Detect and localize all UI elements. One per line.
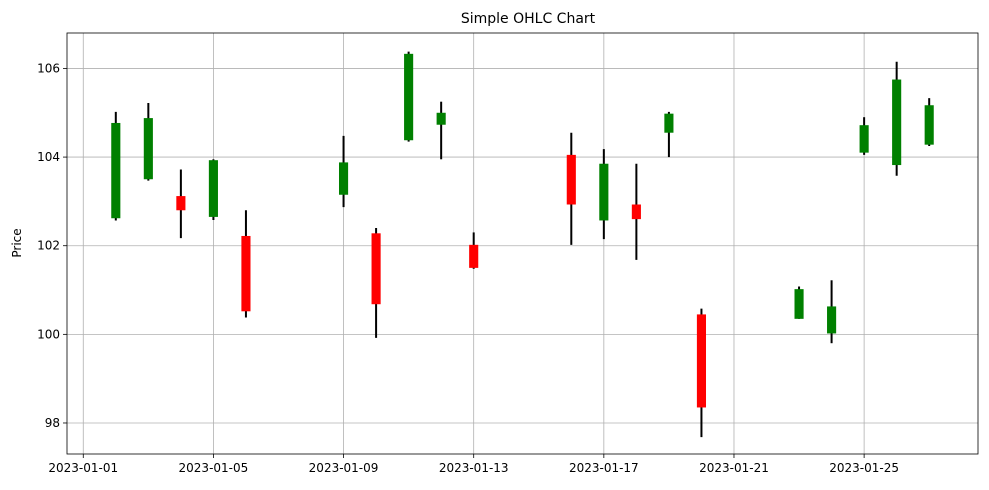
candle-2023-01-06 [241,210,251,318]
candle-2023-01-26 [892,61,902,176]
x-tick-label: 2023-01-17 [569,461,639,475]
y-tick-label: 98 [45,416,60,430]
candle-2023-01-12 [436,101,446,160]
y-tick-label: 106 [37,61,60,75]
candle-2023-01-03 [143,103,153,181]
candle-2023-01-09 [338,135,349,208]
x-tick-label: 2023-01-09 [309,461,379,475]
candle-body [241,235,251,312]
candle-2023-01-27 [924,98,934,147]
candle-2023-01-11 [404,51,414,142]
candle-2023-01-23 [794,286,804,319]
candle-body [143,118,153,180]
candle-2023-01-19 [664,111,674,158]
candle-2023-01-24 [827,280,837,344]
x-tick-label: 2023-01-13 [439,461,509,475]
y-tick-label: 100 [37,327,60,341]
candle-2023-01-16 [566,132,576,245]
candle-body [436,112,446,125]
candle-body [859,125,869,153]
candle-body [794,289,804,319]
candle-body [404,53,414,141]
candle-body [176,196,186,211]
x-axis: 2023-01-01 2023-01-05 2023-01-09 2023-01-13… [48,454,899,475]
candle-2023-01-05 [208,159,218,221]
candle-body [696,314,707,408]
x-tick-label: 2023-01-05 [179,461,249,475]
y-axis: 98 100 102 104 106 [37,61,67,430]
candle-body [664,113,674,133]
plot-frame [66,32,979,455]
candle-body [892,79,902,166]
candle-2023-01-04 [176,169,186,239]
candle-body [599,163,609,221]
chart-title: Simple OHLC Chart [461,11,596,27]
x-tick-label: 2023-01-21 [699,461,769,475]
x-tick-label: 2023-01-25 [829,461,899,475]
candles-layer [111,51,934,438]
candle-2023-01-18 [631,163,641,260]
candle-2023-01-20 [696,308,707,438]
grid-lines [67,33,978,454]
candle-body [111,122,121,219]
x-tick-label: 2023-01-01 [48,461,118,475]
candle-2023-01-13 [469,232,479,269]
candle-2023-01-25 [859,117,869,155]
candle-body [924,105,934,145]
y-axis-label: Price [10,228,24,257]
candle-body [338,162,349,195]
candle-body [208,160,218,217]
candle-body [469,244,479,268]
candle-body [631,204,641,220]
candle-body [566,154,576,205]
candle-body [827,306,837,334]
candle-body [371,233,381,305]
candle-2023-01-17 [599,149,609,240]
y-tick-label: 104 [37,150,60,164]
candle-2023-01-02 [111,111,121,221]
candle-2023-01-10 [371,227,381,338]
y-tick-label: 102 [37,239,60,253]
